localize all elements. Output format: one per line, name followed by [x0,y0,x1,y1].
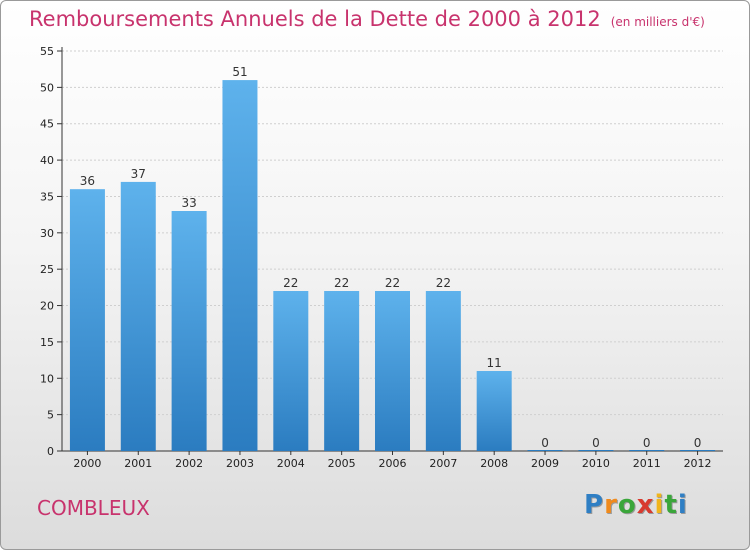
data-label: 0 [592,436,600,450]
bar [324,291,360,451]
bar [425,291,461,451]
bar [680,450,716,451]
data-label: 37 [131,167,146,181]
data-label: 0 [694,436,702,450]
data-label: 22 [436,276,451,290]
x-tick-label: 2005 [328,457,356,470]
data-label: 11 [487,356,502,370]
y-tick-label: 5 [47,409,54,422]
logo-letter: i [654,490,665,520]
y-tick-label: 50 [40,81,54,94]
y-tick-label: 0 [47,445,54,458]
bar [578,450,614,451]
y-tick-label: 10 [40,372,54,385]
x-tick-label: 2004 [277,457,305,470]
y-tick-label: 25 [40,263,54,276]
y-tick-label: 45 [40,118,54,131]
x-tick-label: 2011 [633,457,661,470]
bar [69,189,105,451]
commune-name: COMBLEUX [37,496,150,520]
bar [273,291,309,451]
y-tick-label: 35 [40,190,54,203]
data-label: 0 [643,436,651,450]
data-label: 51 [232,65,247,79]
x-tick-label: 2010 [582,457,610,470]
data-label: 22 [283,276,298,290]
x-tick-label: 2007 [429,457,457,470]
data-label: 22 [334,276,349,290]
chart-title-text: Remboursements Annuels de la Dette de 20… [29,7,601,31]
data-label: 33 [181,196,196,210]
logo-letter: r [604,490,618,520]
x-tick-label: 2009 [531,457,559,470]
bar [476,371,512,451]
chart-unit-text: (en milliers d'€) [610,15,705,29]
x-tick-label: 2012 [684,457,712,470]
bar [222,80,258,451]
logo-letter: i [677,490,688,520]
x-tick-label: 2000 [73,457,101,470]
y-tick-label: 20 [40,300,54,313]
proxiti-logo: Proxiti [584,490,688,520]
bar [629,450,665,451]
x-tick-label: 2003 [226,457,254,470]
data-label: 0 [541,436,549,450]
bar [171,211,207,451]
x-tick-label: 2008 [480,457,508,470]
x-tick-label: 2006 [379,457,407,470]
chart-title: Remboursements Annuels de la Dette de 20… [29,7,705,31]
y-tick-label: 15 [40,336,54,349]
data-label: 36 [80,174,95,188]
bar [375,291,410,451]
bar [120,181,156,451]
logo-letter: o [617,490,637,520]
data-label: 22 [385,276,400,290]
y-tick-label: 30 [40,227,54,240]
x-tick-label: 2002 [175,457,203,470]
bar [527,450,563,451]
y-tick-label: 55 [40,45,54,58]
logo-letter: P [584,490,605,520]
logo-letter: t [664,490,678,520]
y-tick-label: 40 [40,154,54,167]
logo-letter: x [636,490,655,520]
x-tick-label: 2001 [124,457,152,470]
